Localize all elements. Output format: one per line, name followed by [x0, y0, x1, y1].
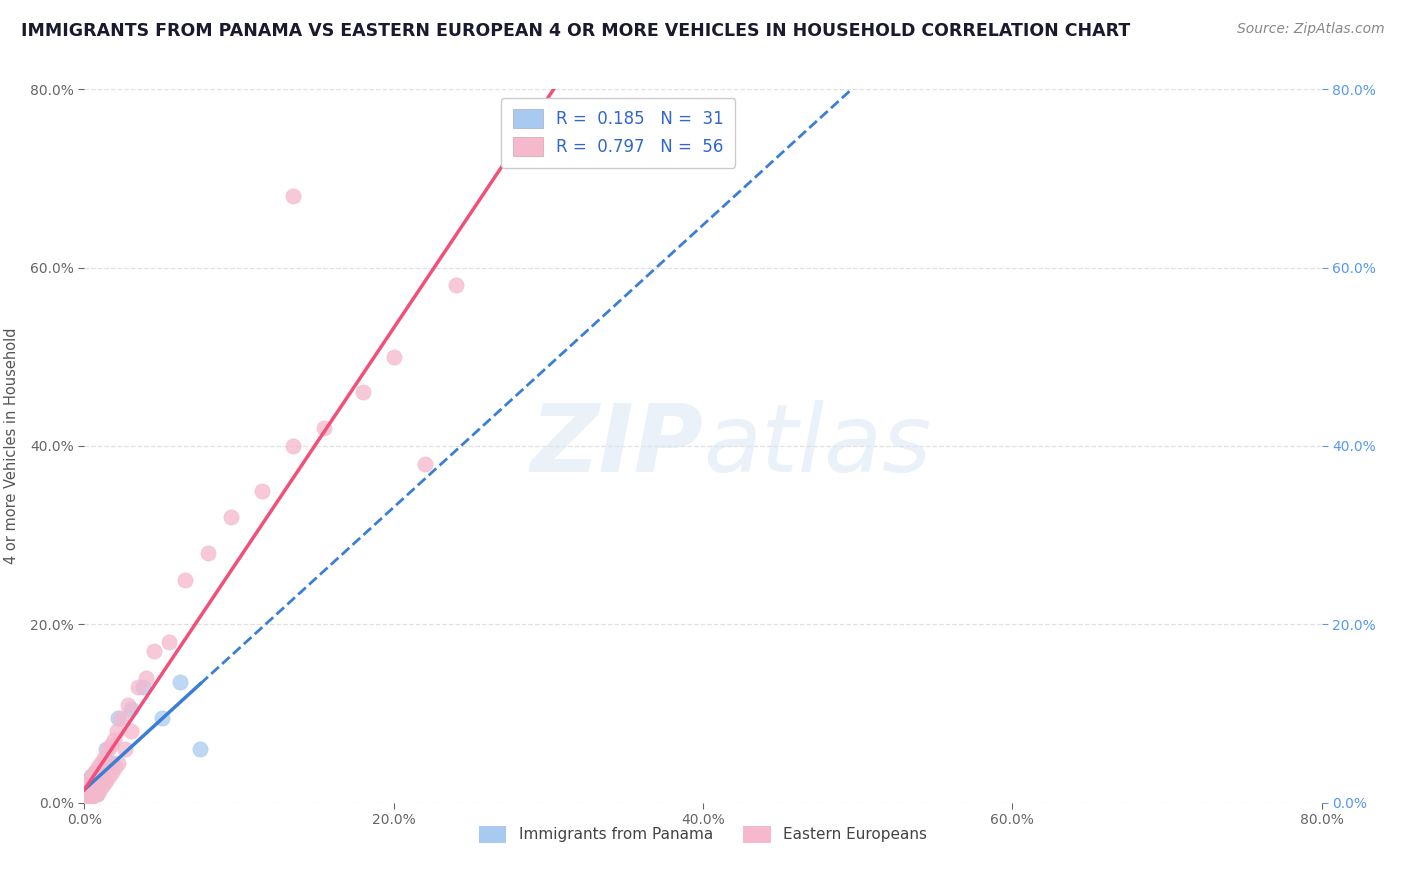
- Point: [83, 787, 105, 801]
- Text: IMMIGRANTS FROM PANAMA VS EASTERN EUROPEAN 4 OR MORE VEHICLES IN HOUSEHOLD CORRE: IMMIGRANTS FROM PANAMA VS EASTERN EUROPE…: [21, 22, 1130, 40]
- Point: [79, 789, 101, 803]
- Point: [82, 769, 104, 783]
- Point: [197, 546, 219, 560]
- Point: [103, 733, 125, 747]
- Point: [83, 778, 105, 792]
- Point: [169, 675, 191, 690]
- Point: [444, 278, 467, 293]
- Point: [82, 782, 104, 797]
- Point: [413, 457, 436, 471]
- Point: [76, 780, 98, 794]
- Point: [91, 773, 114, 788]
- Point: [250, 483, 273, 498]
- Legend: Immigrants from Panama, Eastern Europeans: Immigrants from Panama, Eastern European…: [472, 820, 934, 848]
- Point: [89, 764, 111, 779]
- Point: [96, 742, 118, 756]
- Point: [90, 756, 112, 770]
- Point: [91, 778, 114, 792]
- Point: [77, 782, 100, 797]
- Point: [77, 791, 100, 805]
- Point: [89, 764, 111, 779]
- Point: [219, 510, 242, 524]
- Point: [93, 751, 115, 765]
- Point: [281, 189, 305, 203]
- Point: [100, 738, 122, 752]
- Point: [120, 724, 142, 739]
- Point: [82, 789, 104, 803]
- Point: [76, 785, 98, 799]
- Y-axis label: 4 or more Vehicles in Household: 4 or more Vehicles in Household: [4, 327, 18, 565]
- Point: [86, 769, 108, 783]
- Point: [94, 742, 117, 756]
- Point: [382, 350, 405, 364]
- Point: [79, 769, 101, 783]
- Point: [132, 680, 155, 694]
- Point: [87, 782, 110, 797]
- Point: [117, 698, 139, 712]
- Point: [79, 787, 101, 801]
- Point: [77, 776, 100, 790]
- Point: [82, 773, 104, 788]
- Point: [84, 764, 107, 779]
- Point: [86, 787, 108, 801]
- Point: [98, 769, 121, 783]
- Point: [75, 785, 97, 799]
- Text: Source: ZipAtlas.com: Source: ZipAtlas.com: [1237, 22, 1385, 37]
- Point: [87, 760, 110, 774]
- Point: [105, 724, 128, 739]
- Point: [281, 439, 305, 453]
- Point: [89, 782, 111, 797]
- Point: [83, 787, 105, 801]
- Point: [75, 787, 97, 801]
- Point: [159, 635, 180, 649]
- Point: [84, 785, 107, 799]
- Point: [114, 742, 136, 756]
- Point: [120, 702, 142, 716]
- Point: [127, 680, 149, 694]
- Point: [77, 791, 100, 805]
- Point: [101, 756, 124, 770]
- Point: [107, 711, 129, 725]
- Point: [79, 782, 101, 797]
- Point: [82, 789, 104, 803]
- Point: [94, 773, 117, 788]
- Point: [143, 644, 166, 658]
- Point: [76, 773, 98, 788]
- Point: [75, 791, 97, 805]
- Point: [76, 778, 98, 792]
- Point: [352, 385, 374, 400]
- Point: [84, 785, 107, 799]
- Point: [75, 791, 97, 805]
- Point: [110, 711, 132, 725]
- Point: [150, 711, 173, 725]
- Point: [76, 789, 98, 803]
- Point: [86, 787, 108, 801]
- Point: [174, 573, 197, 587]
- Point: [312, 421, 335, 435]
- Point: [82, 780, 104, 794]
- Point: [75, 782, 97, 797]
- Point: [87, 785, 110, 799]
- Point: [79, 776, 101, 790]
- Point: [104, 760, 127, 774]
- Point: [86, 771, 108, 785]
- Point: [76, 791, 98, 805]
- Text: ZIP: ZIP: [530, 400, 703, 492]
- Point: [77, 773, 100, 788]
- Point: [135, 671, 157, 685]
- Point: [77, 782, 100, 797]
- Point: [101, 764, 124, 779]
- Text: atlas: atlas: [703, 401, 931, 491]
- Point: [107, 756, 129, 770]
- Point: [79, 780, 101, 794]
- Point: [83, 773, 105, 788]
- Point: [84, 764, 107, 779]
- Point: [188, 742, 211, 756]
